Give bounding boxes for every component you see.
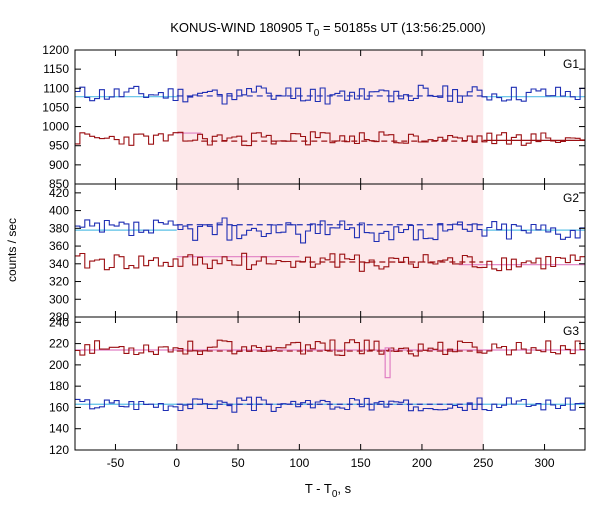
y-tick-label: 1150 bbox=[43, 62, 69, 76]
y-tick-label: 900 bbox=[49, 158, 69, 172]
y-tick-label: 1100 bbox=[43, 81, 69, 95]
shaded-interval bbox=[176, 184, 484, 317]
y-tick-label: 1050 bbox=[42, 100, 69, 114]
x-tick-label: 200 bbox=[412, 456, 432, 470]
y-tick-label: 360 bbox=[49, 239, 69, 253]
y-tick-label: 850 bbox=[49, 177, 69, 191]
series-red bbox=[75, 252, 585, 272]
x-tick-label: 300 bbox=[535, 456, 555, 470]
y-tick-label: 220 bbox=[49, 337, 69, 351]
chart-title: KONUS-WIND 180905 T0 = 50185s UT (13:56:… bbox=[170, 20, 485, 39]
x-tick-label: 150 bbox=[351, 456, 371, 470]
x-tick-label: 100 bbox=[289, 456, 309, 470]
panel-g3: 120 140 160 180 200 220 240 -50 0 50 100 150 200 250 3… bbox=[49, 315, 586, 470]
y-tick-label: 340 bbox=[49, 257, 69, 271]
shaded-interval bbox=[176, 317, 484, 450]
panel-g1: 850 900 950 1000 1050 1100 1150 1200 G1 bbox=[42, 43, 586, 191]
x-tick-label: 250 bbox=[473, 456, 493, 470]
y-tick-label: 950 bbox=[49, 139, 69, 153]
panels: 85090095010001050110011501200G1280300320… bbox=[42, 43, 586, 470]
x-tick-label: -50 bbox=[107, 456, 125, 470]
y-tick-label: 400 bbox=[49, 204, 69, 218]
panel-frame bbox=[74, 316, 586, 451]
shaded-interval bbox=[176, 50, 484, 184]
y-tick-label: 320 bbox=[49, 275, 69, 289]
series-blue bbox=[75, 84, 585, 105]
panel-g2: 280 300 320 340 360 380 400 420 G2 bbox=[49, 183, 586, 324]
series-red bbox=[75, 339, 585, 357]
panel-label: G3 bbox=[563, 324, 579, 338]
y-axis-label: counts / sec bbox=[5, 218, 19, 282]
y-tick-label: 1000 bbox=[42, 120, 69, 134]
panel-label: G1 bbox=[563, 57, 579, 71]
series-red bbox=[75, 131, 585, 147]
y-tick-label: 180 bbox=[49, 379, 69, 393]
y-tick-label: 280 bbox=[49, 310, 69, 324]
y-tick-label: 140 bbox=[49, 422, 69, 436]
y-tick-label: 200 bbox=[49, 358, 69, 372]
y-tick-label: 300 bbox=[49, 292, 69, 306]
y-tick-label: 120 bbox=[49, 443, 69, 457]
y-tick-label: 1200 bbox=[42, 43, 69, 57]
y-tick-label: 420 bbox=[49, 186, 69, 200]
x-tick-label: 50 bbox=[231, 456, 245, 470]
y-tick-label: 240 bbox=[49, 315, 69, 329]
spike-marker bbox=[384, 347, 391, 379]
y-tick-label: 160 bbox=[49, 400, 69, 414]
panel-label: G2 bbox=[563, 191, 579, 205]
x-axis-label: T - T0, s bbox=[305, 481, 352, 500]
y-tick-label: 380 bbox=[49, 221, 69, 235]
series-blue bbox=[75, 396, 585, 413]
series-blue bbox=[75, 217, 585, 244]
x-tick-label: 0 bbox=[173, 456, 180, 470]
